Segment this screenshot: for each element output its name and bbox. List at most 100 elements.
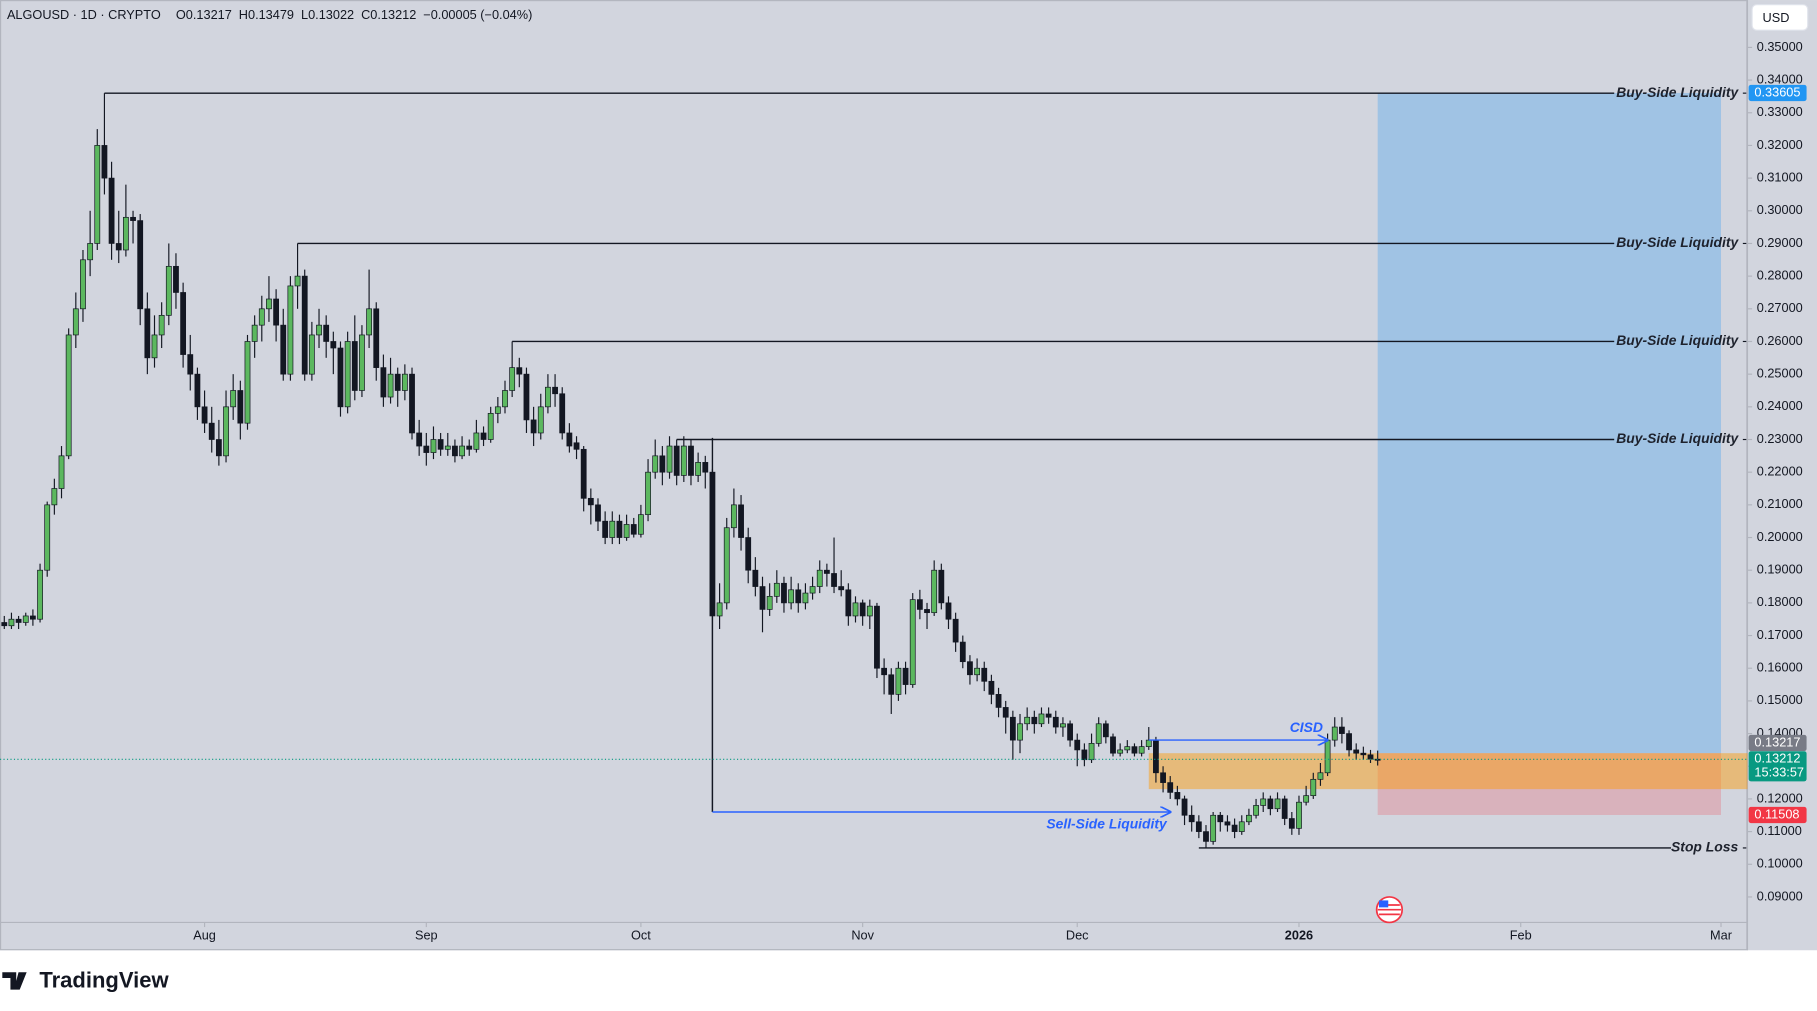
candle-down <box>144 308 151 359</box>
candle-down <box>1067 723 1073 741</box>
stop-tag <box>1748 806 1807 824</box>
candle-down <box>1102 723 1109 738</box>
candle-up <box>623 524 630 538</box>
x-tick-label: Sep <box>415 928 438 943</box>
candle-up <box>22 615 29 623</box>
candle-up <box>802 592 809 604</box>
candle-up <box>244 341 251 424</box>
y-tick-label: 0.33000 <box>1757 104 1803 119</box>
y-tick-label: 0.23000 <box>1757 431 1803 446</box>
candle-up <box>609 520 616 538</box>
candle-up <box>1303 795 1310 803</box>
x-tick-label: Oct <box>631 928 651 943</box>
candle-up <box>158 314 165 336</box>
candle-up <box>223 406 229 457</box>
liquidity-label: Buy-Side Liquidity <box>1616 234 1739 250</box>
currency[interactable]: USD <box>1763 10 1790 25</box>
y-tick-label: 0.19000 <box>1757 562 1803 577</box>
candle-down <box>859 602 866 617</box>
candle-up <box>258 308 265 326</box>
candle-down <box>173 265 179 293</box>
chart-background <box>0 0 1817 951</box>
axes: 0.090000.100000.110000.120000.130000.140… <box>193 39 1807 943</box>
candle-down <box>580 448 587 499</box>
candle-up <box>1095 723 1102 744</box>
candle-down <box>1188 814 1195 823</box>
candle-down <box>1160 772 1166 783</box>
ohlc-value: 0.13212 <box>370 8 416 23</box>
ohlc-label: O <box>176 8 186 23</box>
candle-down <box>523 373 530 421</box>
candle-down <box>902 667 909 685</box>
candle-up <box>1024 716 1031 725</box>
candle-up <box>502 390 508 408</box>
candle-down <box>115 243 122 251</box>
y-tick-label: 0.30000 <box>1757 202 1803 217</box>
last-text: 0.13212 <box>1754 751 1800 766</box>
ohlc-label: H <box>239 8 248 23</box>
currency-button[interactable] <box>1751 4 1809 31</box>
candle-down <box>967 661 973 676</box>
candle-down <box>516 367 523 375</box>
candle-up <box>308 334 315 375</box>
zone <box>1148 753 1748 790</box>
change: −0.00005 (−0.04%) <box>423 8 532 23</box>
candle-down <box>1339 726 1345 734</box>
candle-down <box>845 589 852 617</box>
candle-up <box>94 145 101 244</box>
x-tick-label: Dec <box>1066 928 1089 943</box>
candle-down <box>1281 798 1288 819</box>
candle-down <box>781 582 787 604</box>
candle-down <box>659 455 666 473</box>
candle-down <box>130 216 136 221</box>
y-tick-label: 0.17000 <box>1757 627 1803 642</box>
cisd-label: CISD <box>1290 719 1323 735</box>
header: ALGOUSD · 1D · CRYPTO O0.13217 H0.13479 L0… <box>7 8 532 23</box>
candle-down <box>1353 749 1360 754</box>
ohlc-label: C <box>361 8 370 23</box>
candle-down <box>595 504 601 522</box>
candle-down <box>831 573 837 587</box>
candle-up <box>1138 746 1145 754</box>
candle-down <box>1195 821 1202 832</box>
candle-up <box>122 216 129 251</box>
candle-down <box>301 275 308 375</box>
candle-down <box>1231 824 1238 832</box>
candle-down <box>1081 749 1088 761</box>
target-tag <box>1748 84 1807 102</box>
y-tick-label: 0.10000 <box>1757 856 1803 871</box>
candle-up <box>151 334 158 359</box>
candle-up <box>1117 749 1124 754</box>
candle-down <box>945 602 952 620</box>
candle-up <box>931 569 938 614</box>
candle-up <box>1246 814 1252 823</box>
candle-up <box>165 265 172 316</box>
candle-up <box>1260 798 1267 806</box>
candle-down <box>587 497 594 506</box>
candle-down <box>409 373 415 434</box>
candle-up <box>716 602 723 617</box>
candle-up <box>1210 814 1217 842</box>
y-tick-label: 0.09000 <box>1757 888 1803 903</box>
candle-down <box>1346 733 1352 751</box>
candle-up <box>44 504 51 571</box>
candle-down <box>215 439 222 457</box>
ohlc-value: 0.13217 <box>186 8 232 23</box>
y-tick-label: 0.28000 <box>1757 267 1803 282</box>
candle-up <box>545 386 551 408</box>
candle-up <box>852 602 859 617</box>
candle-down <box>795 589 802 604</box>
candle-down <box>559 393 566 434</box>
candle-down <box>759 586 766 610</box>
y-tick-label: 0.29000 <box>1757 235 1803 250</box>
x-tick-label: 2026 <box>1285 928 1313 943</box>
candle-down <box>351 341 358 391</box>
candle-down <box>101 145 108 179</box>
candle-up <box>1331 726 1338 741</box>
candle-down <box>1217 814 1224 823</box>
candle-down <box>745 537 752 571</box>
x-tick-label: Aug <box>193 928 216 943</box>
candle-up <box>65 334 72 457</box>
candle-up <box>1274 798 1281 810</box>
candle-down <box>394 373 401 391</box>
